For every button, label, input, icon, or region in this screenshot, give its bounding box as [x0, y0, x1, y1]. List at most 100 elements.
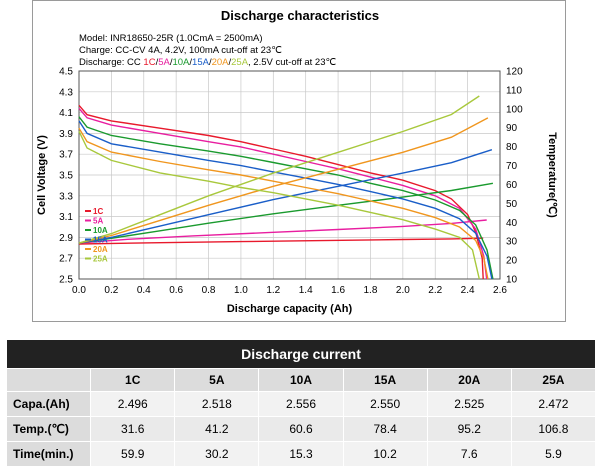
table-cell: 5.9 — [510, 441, 597, 467]
table-row: Temp.(℃) 31.6 41.2 60.6 78.4 95.2 106.8 — [5, 416, 597, 442]
x-tick-label: 0.4 — [137, 285, 151, 296]
y2-tick-label: 110 — [506, 85, 522, 96]
temperature-line-20a — [78, 117, 489, 244]
discharge-rate-15a: 15A — [192, 57, 210, 68]
info-model: Model: INR18650-25R (1.0CmA = 2500mA) — [79, 33, 263, 44]
temperature-line-5a — [78, 219, 487, 244]
x-tick-label: 0.0 — [72, 285, 86, 296]
x-tick-label: 2.0 — [396, 285, 410, 296]
series-15a — [78, 120, 493, 280]
x-tick-label: 0.6 — [169, 285, 183, 296]
discharge-separator: / — [189, 57, 192, 68]
table-cell: 7.6 — [426, 441, 512, 467]
legend-label: 20A — [93, 245, 108, 254]
row-header: Temp.(℃) — [5, 416, 92, 442]
info-discharge: Discharge: CC 1C/5A/10A/15A/20A/25A, 2.5… — [79, 57, 336, 68]
discharge-prefix: Discharge: CC — [79, 57, 143, 68]
y-tick-label: 3.7 — [59, 150, 73, 161]
discharge-separator: / — [170, 57, 173, 68]
series-25a — [78, 95, 480, 280]
column-header: 1C — [90, 368, 176, 392]
table-cell: 15.3 — [258, 441, 344, 467]
table-row: Time(min.) 59.9 30.2 15.3 10.2 7.6 5.9 — [5, 441, 597, 467]
table-corner — [5, 368, 92, 392]
plot-border — [78, 70, 501, 280]
y2-tick-label: 90 — [506, 123, 518, 134]
x-tick-label: 2.6 — [493, 285, 507, 296]
table-row: Capa.(Ah) 2.496 2.518 2.556 2.550 2.525 … — [5, 391, 597, 417]
column-header: 20A — [426, 368, 512, 392]
x-tick-label: 2.2 — [428, 285, 442, 296]
y2-tick-label: 30 — [506, 237, 518, 248]
temperature-line-15a — [78, 149, 493, 244]
row-header: Capa.(Ah) — [5, 391, 92, 417]
voltage-line-20a — [78, 127, 489, 280]
table-cell: 2.525 — [426, 391, 512, 417]
column-header: 5A — [174, 368, 260, 392]
y-tick-label: 3.5 — [59, 171, 73, 182]
discharge-rate-5a: 5A — [158, 57, 170, 68]
discharge-rate-20a: 20A — [212, 57, 230, 68]
table-cell: 2.472 — [510, 391, 597, 417]
x-tick-label: 1.8 — [364, 285, 378, 296]
row-header: Time(min.) — [5, 441, 92, 467]
voltage-line-10a — [78, 116, 494, 280]
info-charge: Charge: CC-CV 4A, 4.2V, 100mA cut-off at… — [79, 45, 282, 56]
y-tick-label: 2.5 — [59, 275, 73, 286]
table-cell: 2.496 — [90, 391, 176, 417]
y2-tick-label: 10 — [506, 275, 518, 286]
discharge-separator: / — [156, 57, 159, 68]
discharge-current-table: Discharge current 1C 5A 10A 15A 20A 25A … — [5, 339, 597, 467]
y2-tick-label: 60 — [506, 180, 518, 191]
discharge-suffix: , 2.5V cut-off at 23℃ — [248, 57, 336, 68]
x-tick-label: 1.6 — [331, 285, 345, 296]
column-header: 15A — [342, 368, 428, 392]
legend-label: 10A — [93, 226, 108, 235]
y-tick-label: 2.9 — [59, 233, 73, 244]
table-cell: 41.2 — [174, 416, 260, 442]
temperature-line-25a — [78, 95, 480, 244]
table-cell: 2.518 — [174, 391, 260, 417]
voltage-line-5a — [78, 107, 488, 280]
discharge-chart: Discharge characteristics Model: INR18650… — [36, 8, 558, 315]
column-header: 25A — [510, 368, 597, 392]
x-tick-label: 0.8 — [202, 285, 216, 296]
series-20a — [78, 117, 489, 280]
table-cell: 31.6 — [90, 416, 176, 442]
table-cell: 2.550 — [342, 391, 428, 417]
voltage-line-15a — [78, 120, 493, 280]
x-tick-label: 2.4 — [461, 285, 475, 296]
y2-tick-label: 100 — [506, 104, 523, 115]
table-cell: 30.2 — [174, 441, 260, 467]
table-cell: 60.6 — [258, 416, 344, 442]
chart-title: Discharge characteristics — [221, 8, 379, 23]
y-tick-label: 4.3 — [59, 87, 73, 98]
table-cell: 10.2 — [342, 441, 428, 467]
y-tick-label: 4.5 — [59, 67, 73, 78]
temperature-line-10a — [78, 182, 494, 244]
table-cell: 78.4 — [342, 416, 428, 442]
y2-tick-label: 40 — [506, 218, 518, 229]
x-tick-label: 1.4 — [299, 285, 313, 296]
discharge-rate-1c: 1C — [143, 57, 155, 68]
legend-label: 1C — [93, 207, 103, 216]
x-tick-label: 1.0 — [234, 285, 248, 296]
discharge-rate-25a: 25A — [231, 57, 249, 68]
y-tick-label: 4.1 — [59, 108, 73, 119]
table-cell: 106.8 — [510, 416, 597, 442]
chart-frame: Discharge characteristics Model: INR18650… — [32, 0, 566, 322]
legend-label: 5A — [93, 217, 103, 226]
discharge-separator: / — [209, 57, 212, 68]
table-cell: 2.556 — [258, 391, 344, 417]
y-axis-label: Cell Voltage (V) — [36, 135, 48, 215]
x-tick-label: 0.2 — [104, 285, 118, 296]
legend-label: 15A — [93, 236, 108, 245]
y2-tick-label: 70 — [506, 161, 518, 172]
y2-tick-label: 120 — [506, 67, 523, 78]
temperature-line-1c — [78, 237, 484, 245]
discharge-rate-10a: 10A — [172, 57, 190, 68]
y-tick-label: 2.7 — [59, 254, 73, 265]
table-title: Discharge current — [6, 339, 596, 369]
results-table: Discharge current 1C 5A 10A 15A 20A 25A … — [5, 339, 597, 467]
